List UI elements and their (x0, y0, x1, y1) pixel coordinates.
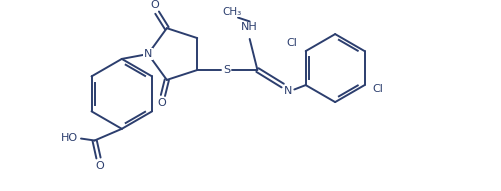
Text: Cl: Cl (373, 84, 384, 94)
Text: O: O (158, 98, 166, 108)
Text: N: N (144, 49, 152, 59)
Text: Cl: Cl (287, 38, 298, 48)
Text: HO: HO (61, 133, 78, 142)
Text: O: O (151, 0, 159, 10)
Text: NH: NH (241, 22, 258, 32)
Text: O: O (95, 161, 104, 171)
Text: CH₃: CH₃ (222, 7, 242, 17)
Text: N: N (285, 86, 293, 96)
Text: S: S (223, 65, 230, 75)
